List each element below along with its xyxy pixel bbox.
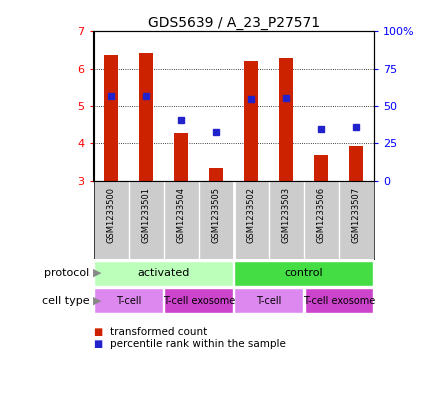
Bar (209, 169, 223, 181)
Text: GSM1233504: GSM1233504 (177, 187, 186, 243)
Text: T-cell exosome: T-cell exosome (303, 296, 375, 306)
Text: GSM1233502: GSM1233502 (247, 187, 256, 243)
Text: ▶: ▶ (93, 268, 102, 278)
Bar (104, 55, 118, 181)
Text: control: control (285, 268, 323, 278)
Title: GDS5639 / A_23_P27571: GDS5639 / A_23_P27571 (147, 17, 320, 30)
Bar (174, 133, 188, 181)
Text: ■: ■ (94, 339, 103, 349)
Bar (164, 288, 233, 313)
Text: cell type: cell type (42, 296, 89, 306)
Text: T-cell: T-cell (116, 296, 141, 306)
Bar (314, 155, 329, 181)
Text: T-cell: T-cell (256, 296, 281, 306)
Text: GSM1233505: GSM1233505 (212, 187, 221, 243)
Bar (94, 288, 163, 313)
Text: T-cell exosome: T-cell exosome (162, 296, 235, 306)
Bar (94, 261, 233, 285)
Bar (139, 53, 153, 181)
Text: activated: activated (137, 268, 190, 278)
Text: GSM1233500: GSM1233500 (107, 187, 116, 243)
Text: GSM1233506: GSM1233506 (317, 187, 326, 243)
Text: GSM1233503: GSM1233503 (282, 187, 291, 243)
Bar (244, 61, 258, 181)
Text: GSM1233507: GSM1233507 (352, 187, 361, 243)
Bar (349, 146, 363, 181)
Text: ■: ■ (94, 327, 103, 337)
Text: GSM1233501: GSM1233501 (142, 187, 150, 243)
Bar (235, 261, 373, 285)
Bar (235, 288, 303, 313)
Text: percentile rank within the sample: percentile rank within the sample (110, 339, 286, 349)
Text: protocol: protocol (44, 268, 89, 278)
Bar (279, 58, 293, 181)
Bar (305, 288, 373, 313)
Text: ▶: ▶ (93, 296, 102, 306)
Text: transformed count: transformed count (110, 327, 208, 337)
